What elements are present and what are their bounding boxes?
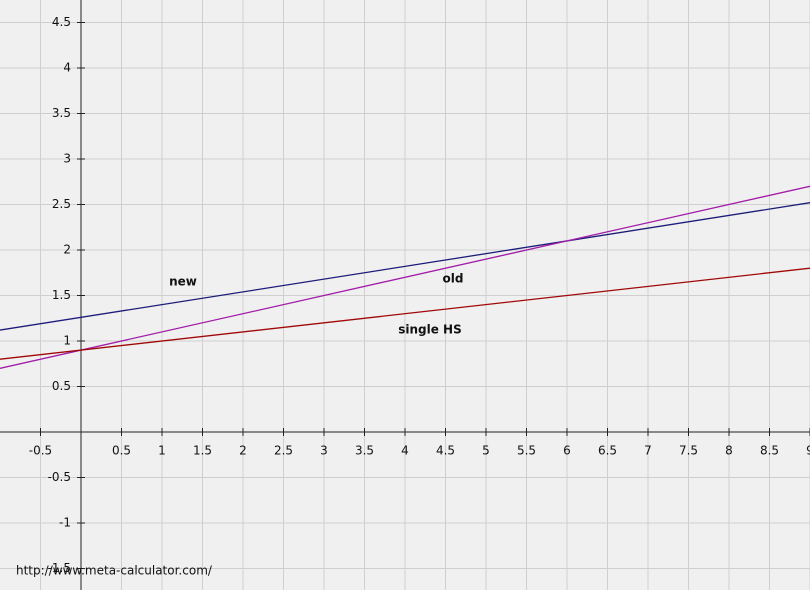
x-tick-label: 6 [563, 444, 571, 458]
x-tick-label: 6.5 [598, 444, 617, 458]
series-label: single HS [398, 323, 462, 337]
x-tick-label: -0.5 [29, 444, 52, 458]
x-tick-label: 4.5 [436, 444, 455, 458]
y-tick-label: 2.5 [52, 197, 71, 211]
y-tick-label: -1.5 [48, 561, 71, 575]
y-tick-label: 1.5 [52, 288, 71, 302]
x-tick-label: 8 [725, 444, 733, 458]
y-tick-label: 3 [63, 151, 71, 165]
y-tick-label: 4.5 [52, 15, 71, 29]
x-tick-label: 4 [401, 444, 409, 458]
lines-layer [0, 185, 810, 369]
x-tick-label: 7 [644, 444, 652, 458]
y-tick-label: 4 [63, 60, 71, 74]
x-tick-label: 8.5 [760, 444, 779, 458]
series-line [0, 267, 810, 360]
x-tick-label: 9 [806, 444, 810, 458]
x-tick-label: 2.5 [274, 444, 293, 458]
y-tick-label: 1 [63, 334, 71, 348]
y-tick-label: 2 [63, 242, 71, 256]
y-tick-label: -1 [59, 516, 71, 530]
series-label: old [443, 272, 464, 286]
x-tick-label: 7.5 [679, 444, 698, 458]
watermark: http://www.meta-calculator.com/ [16, 564, 213, 578]
x-tick-label: 1 [158, 444, 166, 458]
x-tick-label: 2 [239, 444, 247, 458]
x-tick-label: 3.5 [355, 444, 374, 458]
y-tick-label: -0.5 [48, 470, 71, 484]
y-tick-label: 3.5 [52, 106, 71, 120]
x-tick-label: 5 [482, 444, 490, 458]
series-label: new [169, 275, 197, 289]
x-tick-label: 3 [320, 444, 328, 458]
y-tick-label: 0.5 [52, 379, 71, 393]
x-tick-label: 0.5 [112, 444, 131, 458]
labels-layer: -0.5 0.5 1 1.5 2 2.5 3 3.5 4 4.5 5 5.5 6 6.5 7 7.5 8 8.5 9… [29, 15, 810, 575]
x-tick-label: 5.5 [517, 444, 536, 458]
series-line [0, 202, 810, 331]
series-line [0, 185, 810, 369]
x-tick-label: 1.5 [193, 444, 212, 458]
